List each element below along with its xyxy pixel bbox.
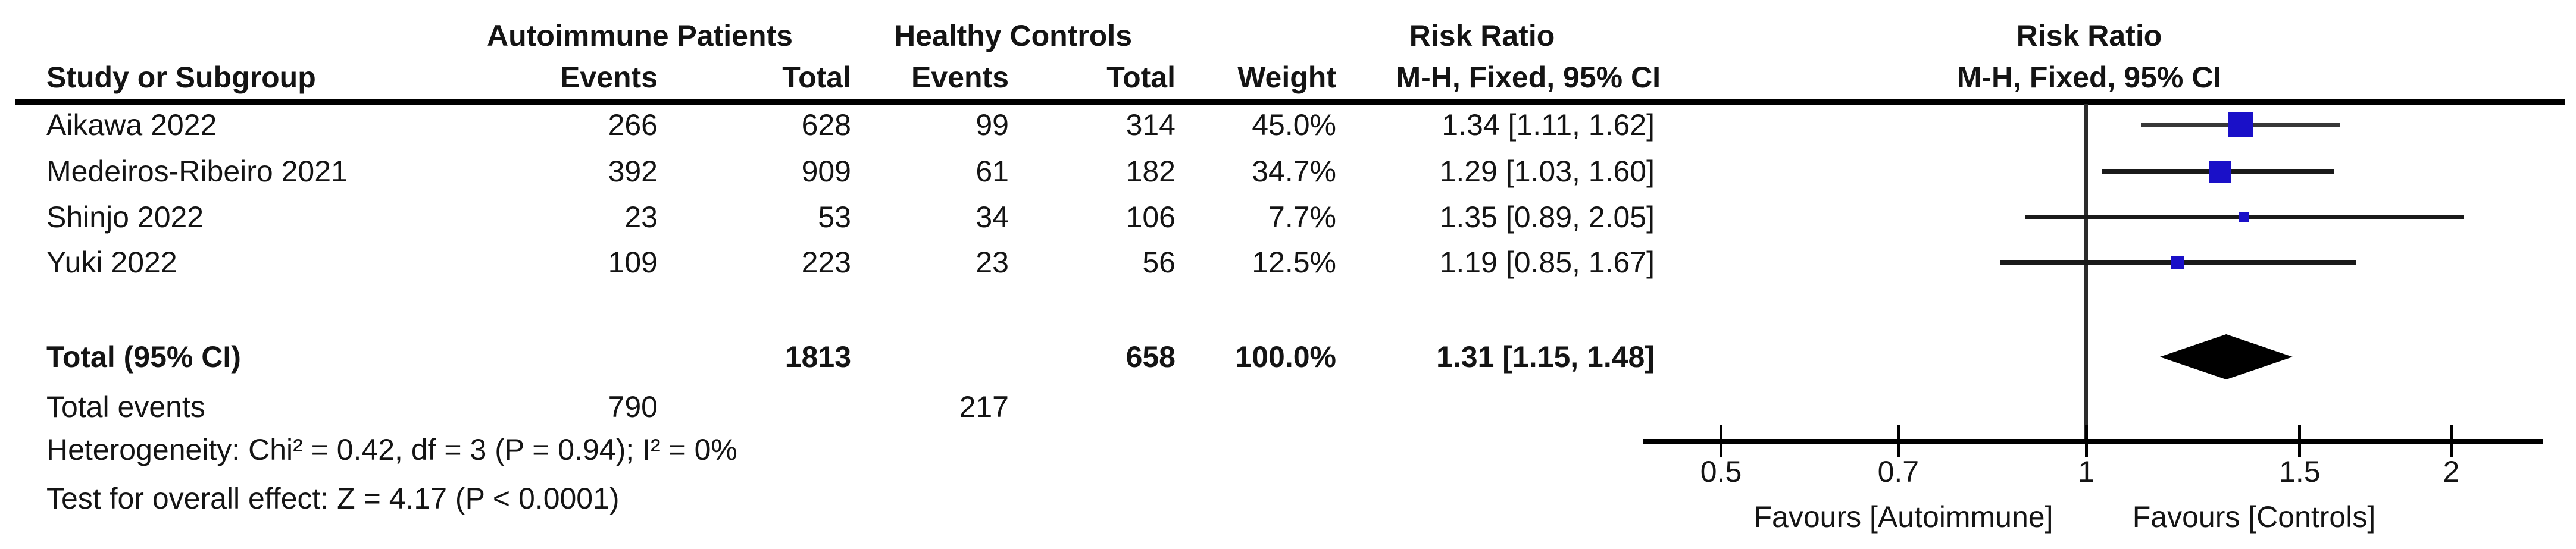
total-experimental-value: 909 <box>801 155 851 188</box>
study-name: Shinjo 2022 <box>46 200 204 234</box>
events-control-value: 61 <box>976 155 1009 188</box>
column-group-control: Healthy Controls <box>893 19 1133 52</box>
x-tick-label: 1 <box>2078 455 2094 488</box>
heterogeneity-stat: Heterogeneity: Chi² = 0.42, df = 3 (P = … <box>46 433 737 466</box>
mh-plot-column-header: M-H, Fixed, 95% CI <box>1956 61 2222 94</box>
events-experimental-value: 23 <box>624 200 658 234</box>
total-events-control: 217 <box>959 390 1009 423</box>
total-diamond <box>2159 334 2293 379</box>
weight-value: 34.7% <box>1252 155 1336 188</box>
header-rule <box>15 99 2565 105</box>
events-experimental-value: 266 <box>608 108 658 142</box>
total-experimental-sum: 1813 <box>784 340 851 374</box>
total-experimental-value: 223 <box>801 246 851 279</box>
x-axis-tick <box>2449 425 2453 457</box>
events-control-header: Events <box>911 61 1009 94</box>
mh-table-column-header: M-H, Fixed, 95% CI <box>1396 61 1661 94</box>
weight-column-header: Weight <box>1237 61 1336 94</box>
effect-square <box>2171 256 2184 269</box>
risk-ratio-ci-text: 1.29 [1.03, 1.60] <box>1439 155 1655 188</box>
x-tick-label: 1.5 <box>2279 455 2321 488</box>
total-risk-ratio-ci-text: 1.31 [1.15, 1.48] <box>1436 340 1655 374</box>
x-axis-tick <box>2084 425 2088 457</box>
total-events-experimental: 790 <box>608 390 658 423</box>
total-control-header: Total <box>1106 61 1176 94</box>
risk-ratio-ci-text: 1.19 [0.85, 1.67] <box>1439 246 1655 279</box>
events-experimental-value: 392 <box>608 155 658 188</box>
x-tick-label: 2 <box>2443 455 2460 488</box>
weight-value: 12.5% <box>1252 246 1336 279</box>
risk-ratio-ci-text: 1.35 [0.89, 2.05] <box>1439 200 1655 234</box>
overall-effect-stat: Test for overall effect: Z = 4.17 (P < 0… <box>46 482 620 515</box>
effect-square <box>2209 160 2231 183</box>
effect-square <box>2228 112 2253 137</box>
total-control-value: 182 <box>1126 155 1176 188</box>
x-axis-tick <box>1720 425 1723 457</box>
favours-right-label: Favours [Controls] <box>2132 500 2376 534</box>
total-weight: 100.0% <box>1235 340 1336 374</box>
study-name: Medeiros-Ribeiro 2021 <box>46 155 348 188</box>
total-control-value: 56 <box>1142 246 1176 279</box>
weight-value: 45.0% <box>1252 108 1336 142</box>
total-control-sum: 658 <box>1126 340 1176 374</box>
x-tick-label: 0.7 <box>1877 455 1920 488</box>
total-control-value: 106 <box>1126 200 1176 234</box>
effect-square <box>2239 212 2250 222</box>
total-experimental-header: Total <box>782 61 851 94</box>
x-axis-line <box>1643 439 2543 444</box>
total-events-label: Total events <box>46 390 205 423</box>
risk-ratio-plot-header: Risk Ratio <box>2016 19 2162 52</box>
favours-left-label: Favours [Autoimmune] <box>1753 500 2053 534</box>
column-group-experimental: Autoimmune Patients <box>487 19 793 52</box>
null-effect-line <box>2084 104 2088 441</box>
events-experimental-header: Events <box>560 61 658 94</box>
total-experimental-value: 628 <box>801 108 851 142</box>
x-axis-tick <box>1896 425 1900 457</box>
study-name: Yuki 2022 <box>46 246 177 279</box>
weight-value: 7.7% <box>1268 200 1336 234</box>
total-row-label: Total (95% CI) <box>46 340 241 374</box>
total-control-value: 314 <box>1126 108 1176 142</box>
events-control-value: 34 <box>976 200 1009 234</box>
total-experimental-value: 53 <box>818 200 851 234</box>
events-control-value: 23 <box>976 246 1009 279</box>
events-experimental-value: 109 <box>608 246 658 279</box>
events-control-value: 99 <box>976 108 1009 142</box>
risk-ratio-table-header: Risk Ratio <box>1409 19 1555 52</box>
study-name: Aikawa 2022 <box>46 108 217 142</box>
x-axis-tick <box>2298 425 2302 457</box>
risk-ratio-ci-text: 1.34 [1.11, 1.62] <box>1442 108 1655 142</box>
study-column-header: Study or Subgroup <box>46 61 316 94</box>
x-tick-label: 0.5 <box>1700 455 1742 488</box>
